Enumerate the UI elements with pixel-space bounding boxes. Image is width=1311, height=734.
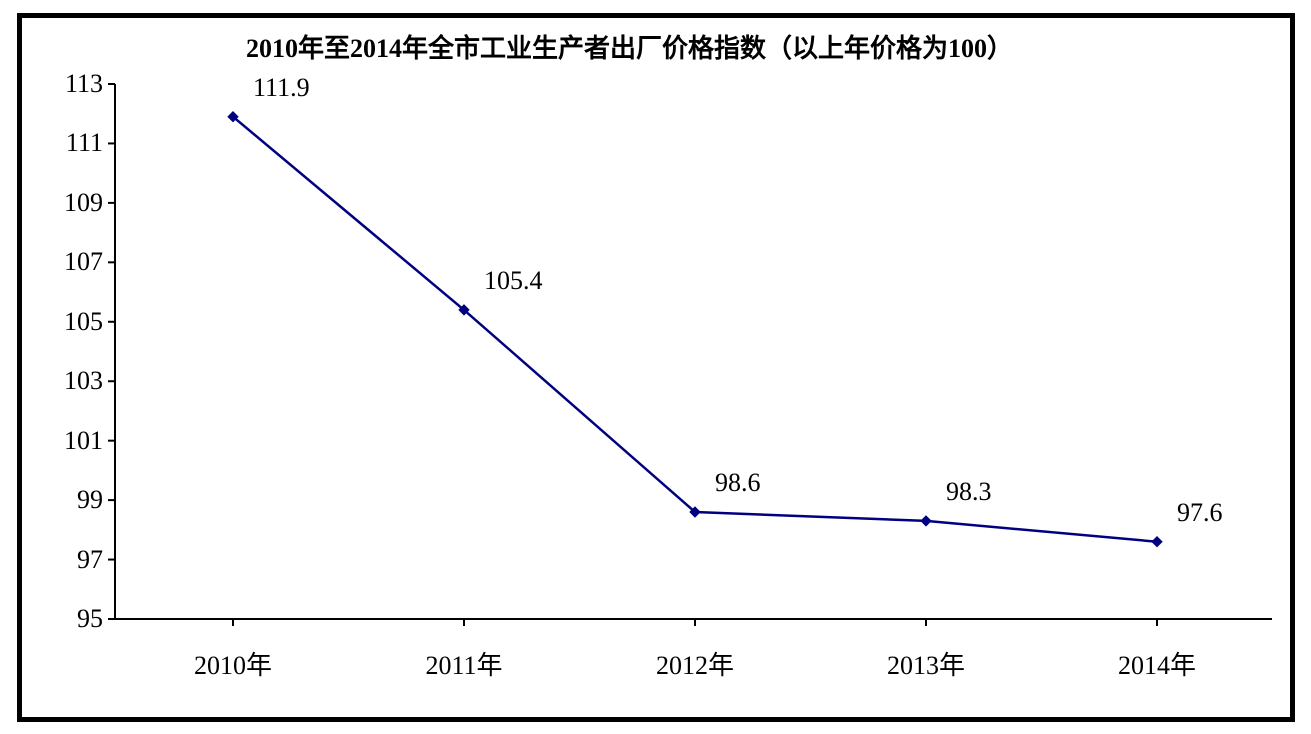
y-tick-label: 99 bbox=[77, 485, 103, 515]
plot-area: 95 97 99 101 103 105 107 109 111 113 2010年 2011年 201… bbox=[0, 0, 1311, 734]
data-label: 105.4 bbox=[484, 266, 543, 296]
x-tick-label: 2013年 bbox=[876, 645, 976, 682]
data-label: 111.9 bbox=[253, 73, 310, 103]
y-tick-label: 109 bbox=[64, 188, 103, 218]
data-label: 98.3 bbox=[946, 477, 992, 507]
y-tick-label: 101 bbox=[64, 426, 103, 456]
x-tick-label: 2012年 bbox=[645, 645, 745, 682]
y-tick-label: 97 bbox=[77, 545, 103, 575]
x-tick-label: 2010年 bbox=[183, 645, 283, 682]
x-tick-label: 2011年 bbox=[414, 645, 514, 682]
y-tick-label: 111 bbox=[66, 128, 103, 158]
y-tick-label: 105 bbox=[64, 307, 103, 337]
data-label: 97.6 bbox=[1177, 498, 1223, 528]
y-tick-label: 107 bbox=[64, 247, 103, 277]
y-tick-label: 103 bbox=[64, 366, 103, 396]
chart-svg bbox=[0, 0, 1311, 734]
y-tick-label: 95 bbox=[77, 604, 103, 634]
y-tick-label: 113 bbox=[65, 69, 103, 99]
x-tick-label: 2014年 bbox=[1107, 645, 1207, 682]
data-label: 98.6 bbox=[715, 468, 761, 498]
